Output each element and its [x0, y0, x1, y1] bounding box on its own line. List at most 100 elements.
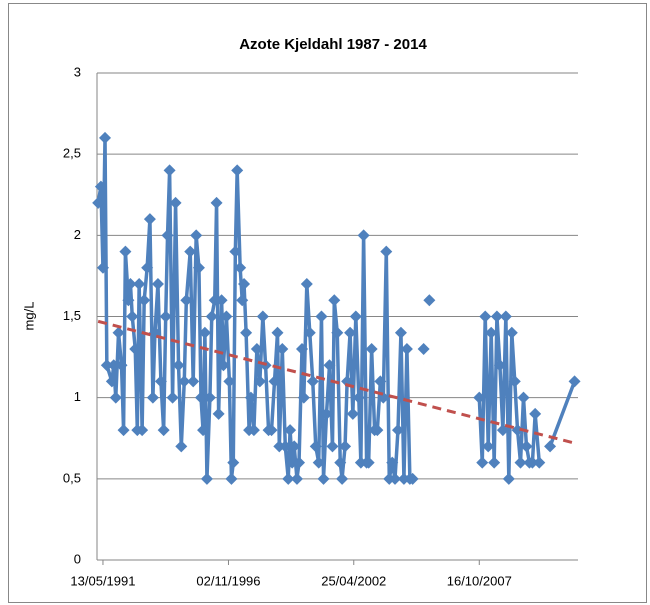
data-marker	[133, 278, 146, 291]
data-marker	[138, 294, 151, 307]
data-marker	[346, 407, 359, 420]
data-marker	[306, 375, 319, 388]
trend-line	[97, 319, 575, 445]
data-marker	[365, 342, 378, 355]
y-tick-label: 1,5	[63, 308, 81, 323]
data-marker	[210, 196, 223, 209]
data-marker	[236, 294, 249, 307]
data-marker	[352, 391, 365, 404]
data-marker	[99, 131, 112, 144]
data-marker	[205, 310, 218, 323]
data-marker	[286, 456, 299, 469]
data-marker	[479, 310, 492, 323]
data-marker	[187, 375, 200, 388]
data-marker	[380, 245, 393, 258]
data-marker	[293, 456, 306, 469]
data-marker	[490, 310, 503, 323]
data-marker	[169, 196, 182, 209]
data-marker	[100, 359, 113, 372]
data-marker	[159, 310, 172, 323]
data-marker	[520, 440, 533, 453]
data-marker	[297, 391, 310, 404]
data-marker	[473, 391, 486, 404]
y-tick-label: 2,5	[63, 146, 81, 161]
data-marker	[406, 472, 419, 485]
data-marker	[146, 391, 159, 404]
data-marker	[225, 472, 238, 485]
data-marker	[115, 359, 128, 372]
data-marker	[388, 472, 401, 485]
data-marker	[180, 294, 193, 307]
data-marker	[499, 310, 512, 323]
data-marker	[344, 326, 357, 339]
data-marker	[526, 456, 539, 469]
data-marker	[172, 359, 185, 372]
data-marker	[238, 278, 251, 291]
data-marker	[334, 456, 347, 469]
data-marker	[371, 424, 384, 437]
data-marker	[568, 375, 581, 388]
data-marker	[271, 326, 284, 339]
data-marker	[194, 391, 207, 404]
data-marker	[315, 310, 328, 323]
data-marker	[244, 391, 257, 404]
y-tick-label: 0,5	[63, 470, 81, 485]
data-marker	[391, 424, 404, 437]
data-marker	[339, 440, 352, 453]
data-marker	[511, 424, 524, 437]
data-marker	[290, 472, 303, 485]
data-marker	[423, 294, 436, 307]
data-marker	[331, 326, 344, 339]
data-marker	[163, 164, 176, 177]
data-marker	[117, 424, 130, 437]
data-marker	[400, 342, 413, 355]
data-marker	[517, 391, 530, 404]
data-marker	[166, 391, 179, 404]
data-marker	[200, 472, 213, 485]
data-marker	[190, 229, 203, 242]
chart-frame	[8, 3, 647, 603]
data-marker	[326, 440, 339, 453]
data-marker	[544, 440, 557, 453]
data-marker	[256, 310, 269, 323]
data-marker	[105, 375, 118, 388]
data-marker	[143, 213, 156, 226]
data-marker	[240, 326, 253, 339]
y-axis-label: mg/L	[21, 302, 36, 331]
data-marker	[276, 342, 289, 355]
data-marker	[129, 342, 142, 355]
data-marker	[175, 440, 188, 453]
data-marker	[295, 342, 308, 355]
data-marker	[141, 261, 154, 274]
data-marker	[208, 294, 221, 307]
data-marker	[253, 375, 266, 388]
data-marker	[493, 359, 506, 372]
data-marker	[161, 229, 174, 242]
data-marker	[227, 456, 240, 469]
data-marker	[362, 456, 375, 469]
data-marker	[197, 424, 210, 437]
data-marker	[119, 245, 132, 258]
data-marker	[288, 440, 301, 453]
data-marker	[198, 326, 211, 339]
data-marker	[328, 294, 341, 307]
data-marker	[220, 310, 233, 323]
data-marker	[394, 326, 407, 339]
data-marker	[234, 261, 247, 274]
data-marker	[231, 164, 244, 177]
data-marker	[357, 229, 370, 242]
y-tick-label: 0	[74, 551, 81, 566]
data-marker	[122, 294, 135, 307]
data-marker	[215, 294, 228, 307]
data-marker	[112, 326, 125, 339]
data-marker	[96, 261, 109, 274]
data-marker	[349, 310, 362, 323]
data-marker	[250, 342, 263, 355]
data-marker	[505, 326, 518, 339]
data-marker	[417, 342, 430, 355]
data-marker	[309, 440, 322, 453]
data-marker	[323, 359, 336, 372]
data-marker	[529, 407, 542, 420]
data-marker	[533, 456, 546, 469]
x-tick-label: 16/10/2007	[447, 573, 512, 588]
